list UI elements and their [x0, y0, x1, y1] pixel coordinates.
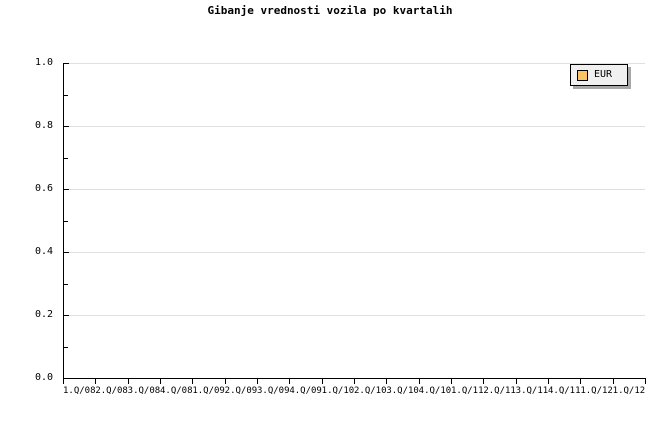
chart-title: Gibanje vrednosti vozila po kvartalih	[207, 4, 453, 17]
x-axis-tick-label: 2.Q/10	[354, 386, 387, 396]
x-tick	[516, 379, 517, 384]
x-tick	[613, 379, 614, 384]
x-tick	[386, 379, 387, 384]
x-axis-tick-label: 1.Q/11	[451, 386, 484, 396]
x-tick	[322, 379, 323, 384]
x-axis-tick-label: 1.Q/10	[321, 386, 355, 396]
x-axis-tick-label: 4.Q/09	[289, 386, 322, 396]
gridline-y	[63, 252, 645, 253]
x-axis-tick-label: 1.Q/12	[612, 386, 646, 396]
y-tick-major	[64, 189, 69, 190]
x-tick	[257, 379, 258, 384]
y-tick-minor	[64, 158, 68, 159]
x-tick	[548, 379, 549, 384]
chart-legend[interactable]: EUR	[570, 64, 628, 86]
y-axis-tick-label: 0.4	[34, 246, 53, 257]
gridline-y	[63, 189, 645, 190]
gridline-y	[63, 63, 645, 64]
x-tick	[580, 379, 581, 384]
y-tick-minor	[64, 95, 68, 96]
x-axis-tick-label: 4.Q/08	[160, 386, 193, 396]
x-axis-tick-label: 4.Q/10	[418, 386, 452, 396]
y-tick-major	[64, 63, 69, 64]
y-axis-spine	[63, 63, 64, 379]
x-tick	[483, 379, 484, 384]
x-axis-tick-label: 1.Q/09	[192, 386, 225, 396]
gridline-y	[63, 126, 645, 127]
x-axis-spine	[63, 378, 646, 379]
plot-area	[63, 63, 645, 378]
y-axis-tick-label: 0.8	[34, 120, 53, 131]
y-axis-tick-label: 0.2	[34, 309, 53, 320]
x-axis-tick-label: 3.Q/11	[515, 386, 549, 396]
x-tick	[354, 379, 355, 384]
x-axis-tick-label: 3.Q/10	[386, 386, 419, 396]
x-axis-tick-label: 2.Q/09	[224, 386, 258, 396]
y-tick-major	[64, 126, 69, 127]
y-tick-minor	[64, 221, 68, 222]
x-tick	[225, 379, 226, 384]
y-axis-tick-label: 0.6	[34, 183, 53, 194]
x-axis-tick-label: 2.Q/11	[483, 386, 516, 396]
x-tick	[63, 379, 64, 384]
x-axis-tick-label: 1.Q/08	[63, 386, 96, 396]
x-tick	[451, 379, 452, 384]
y-axis-tick-label: 1.0	[34, 57, 53, 68]
x-tick	[289, 379, 290, 384]
legend-entry-label: EUR	[594, 69, 613, 80]
x-axis-tick-label: 2.Q/08	[95, 386, 128, 396]
legend-color-swatch-icon	[577, 69, 588, 81]
y-tick-minor	[64, 284, 68, 285]
x-axis-tick-label: 4.Q/11	[548, 386, 581, 396]
x-tick	[160, 379, 161, 384]
gridline-y	[63, 315, 645, 316]
y-tick-major	[64, 252, 69, 253]
x-axis-tick-label: 1.Q/12	[580, 386, 613, 396]
legend-entry-eur[interactable]: EUR	[571, 65, 627, 85]
x-axis-tick-label: 3.Q/09	[257, 386, 290, 396]
x-tick	[419, 379, 420, 384]
x-tick	[95, 379, 96, 384]
y-tick-major	[64, 315, 69, 316]
x-axis-tick-label: 3.Q/08	[127, 386, 161, 396]
y-axis-tick-label: 0.0	[34, 372, 53, 383]
y-tick-major	[64, 378, 69, 379]
x-tick	[645, 379, 646, 384]
x-tick	[128, 379, 129, 384]
x-tick	[192, 379, 193, 384]
y-tick-minor	[64, 347, 68, 348]
